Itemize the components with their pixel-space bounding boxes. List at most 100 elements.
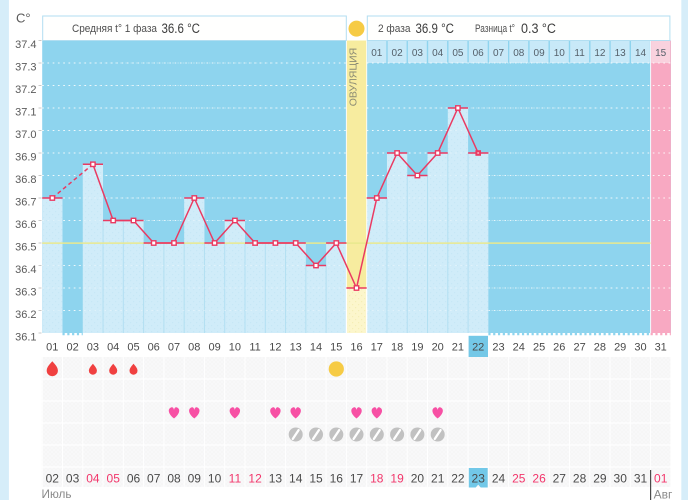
svg-text:37.1: 37.1 — [15, 107, 36, 119]
svg-text:17: 17 — [371, 342, 383, 354]
svg-text:25: 25 — [512, 472, 526, 486]
svg-text:C°: C° — [16, 11, 31, 26]
svg-text:19: 19 — [390, 472, 404, 486]
svg-text:16: 16 — [350, 342, 362, 354]
svg-text:36.5: 36.5 — [15, 242, 36, 254]
svg-text:26: 26 — [553, 342, 565, 354]
svg-text:36.2: 36.2 — [15, 309, 36, 321]
svg-text:0.3 °C: 0.3 °C — [521, 21, 556, 36]
svg-text:01: 01 — [371, 48, 383, 59]
svg-text:37.4: 37.4 — [15, 39, 36, 51]
svg-text:30: 30 — [614, 472, 628, 486]
svg-text:37.0: 37.0 — [15, 129, 36, 141]
svg-text:28: 28 — [573, 472, 587, 486]
svg-text:04: 04 — [86, 472, 100, 486]
svg-text:28: 28 — [594, 342, 606, 354]
svg-text:10: 10 — [554, 48, 566, 59]
svg-text:04: 04 — [107, 342, 119, 354]
svg-text:ОВУЛЯЦИЯ: ОВУЛЯЦИЯ — [348, 48, 360, 107]
svg-text:30: 30 — [634, 342, 646, 354]
svg-text:31: 31 — [634, 472, 648, 486]
svg-text:08: 08 — [167, 472, 181, 486]
svg-text:36.6 °C: 36.6 °C — [162, 21, 201, 36]
svg-text:17: 17 — [350, 472, 364, 486]
svg-text:36.9: 36.9 — [15, 152, 36, 164]
svg-text:04: 04 — [432, 48, 444, 59]
svg-text:27: 27 — [553, 472, 567, 486]
svg-text:05: 05 — [452, 48, 464, 59]
svg-text:06: 06 — [148, 342, 160, 354]
svg-text:21: 21 — [431, 472, 445, 486]
svg-text:29: 29 — [593, 472, 607, 486]
svg-text:11: 11 — [249, 342, 260, 354]
svg-text:03: 03 — [87, 342, 99, 354]
svg-text:07: 07 — [168, 342, 180, 354]
svg-text:20: 20 — [432, 342, 444, 354]
svg-text:Средняя t° 1 фаза: Средняя t° 1 фаза — [72, 23, 158, 35]
svg-text:24: 24 — [492, 472, 506, 486]
svg-text:07: 07 — [147, 472, 161, 486]
svg-text:14: 14 — [289, 472, 303, 486]
svg-text:12: 12 — [269, 342, 281, 354]
svg-text:01: 01 — [46, 342, 58, 354]
svg-text:36.9 °C: 36.9 °C — [416, 21, 455, 36]
svg-text:16: 16 — [330, 472, 344, 486]
svg-text:02: 02 — [66, 342, 78, 354]
svg-text:03: 03 — [66, 472, 80, 486]
svg-text:13: 13 — [290, 342, 302, 354]
svg-text:05: 05 — [127, 342, 139, 354]
svg-text:25: 25 — [533, 342, 545, 354]
svg-text:10: 10 — [208, 472, 222, 486]
svg-text:13: 13 — [615, 48, 627, 59]
svg-text:Авг: Авг — [654, 488, 673, 500]
svg-text:14: 14 — [635, 48, 647, 59]
svg-text:27: 27 — [573, 342, 585, 354]
svg-text:36.1: 36.1 — [15, 332, 36, 344]
svg-text:18: 18 — [370, 472, 384, 486]
svg-text:09: 09 — [208, 342, 220, 354]
svg-text:37.3: 37.3 — [15, 62, 36, 74]
svg-text:07: 07 — [493, 48, 505, 59]
svg-text:12: 12 — [594, 48, 606, 59]
svg-text:23: 23 — [492, 342, 504, 354]
svg-text:21: 21 — [452, 342, 464, 354]
svg-text:2 фаза: 2 фаза — [378, 23, 411, 35]
svg-text:06: 06 — [127, 472, 141, 486]
svg-text:02: 02 — [46, 472, 60, 486]
svg-text:09: 09 — [534, 48, 546, 59]
svg-text:23: 23 — [472, 472, 486, 486]
svg-text:15: 15 — [330, 342, 342, 354]
svg-text:24: 24 — [513, 342, 525, 354]
svg-text:26: 26 — [532, 472, 546, 486]
svg-text:18: 18 — [391, 342, 403, 354]
svg-text:11: 11 — [229, 472, 242, 486]
svg-text:05: 05 — [107, 472, 121, 486]
svg-text:37.2: 37.2 — [15, 84, 36, 96]
svg-text:08: 08 — [188, 342, 200, 354]
svg-text:14: 14 — [310, 342, 322, 354]
svg-text:36.7: 36.7 — [15, 197, 36, 209]
svg-text:36.6: 36.6 — [15, 219, 36, 231]
svg-text:11: 11 — [574, 48, 585, 59]
svg-text:06: 06 — [473, 48, 485, 59]
svg-text:22: 22 — [451, 472, 465, 486]
svg-text:12: 12 — [248, 472, 262, 486]
svg-text:10: 10 — [229, 342, 241, 354]
svg-text:Июль: Июль — [42, 487, 72, 500]
svg-text:15: 15 — [309, 472, 323, 486]
svg-text:19: 19 — [411, 342, 423, 354]
svg-text:01: 01 — [654, 472, 668, 486]
svg-text:36.3: 36.3 — [15, 287, 36, 299]
svg-text:08: 08 — [513, 48, 525, 59]
svg-text:36.4: 36.4 — [15, 264, 36, 276]
svg-text:36.8: 36.8 — [15, 174, 36, 186]
svg-text:31: 31 — [655, 342, 667, 354]
svg-text:13: 13 — [269, 472, 283, 486]
svg-text:20: 20 — [411, 472, 425, 486]
svg-text:29: 29 — [614, 342, 626, 354]
svg-text:Разница t°: Разница t° — [475, 23, 515, 35]
svg-text:15: 15 — [655, 48, 667, 59]
svg-text:09: 09 — [188, 472, 202, 486]
svg-text:02: 02 — [392, 48, 404, 59]
svg-text:03: 03 — [412, 48, 424, 59]
